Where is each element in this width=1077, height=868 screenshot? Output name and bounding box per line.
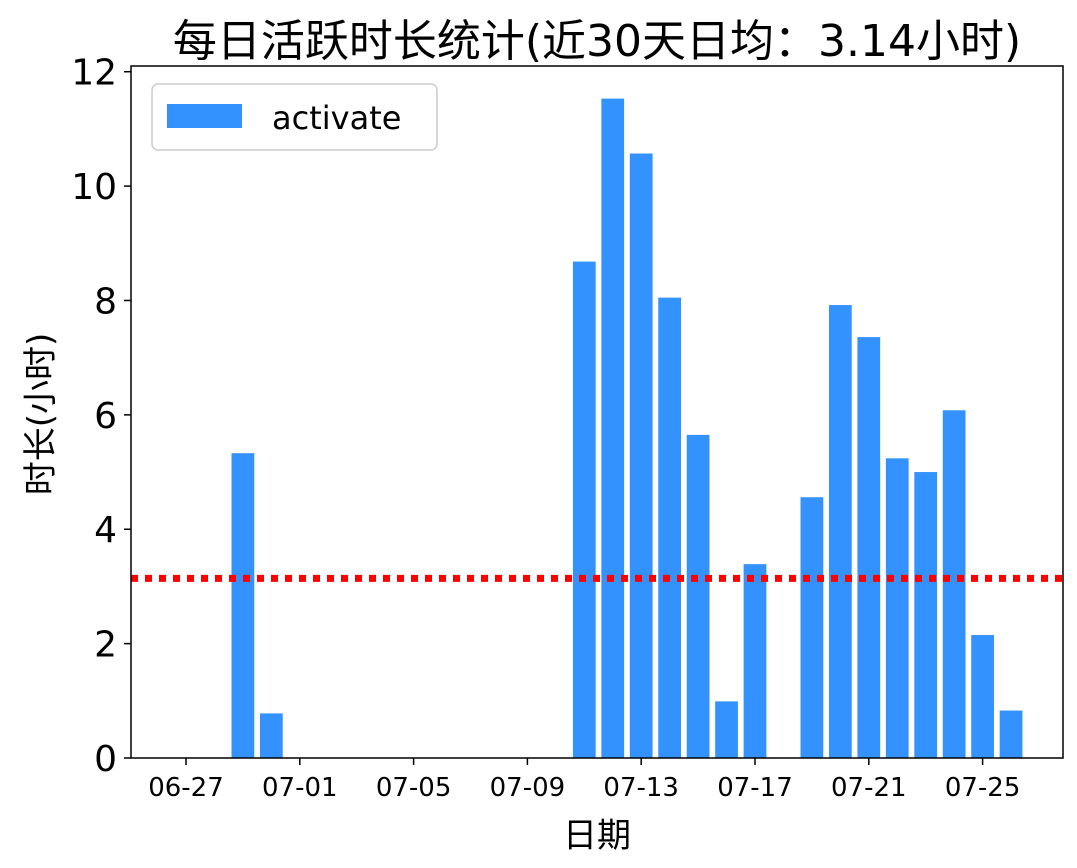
y-tick-label: 8 bbox=[94, 281, 117, 322]
legend: activate bbox=[151, 83, 438, 151]
x-axis-title: 日期 bbox=[563, 816, 631, 856]
y-tick-label: 6 bbox=[94, 396, 117, 437]
y-tick-label: 2 bbox=[94, 625, 117, 666]
x-tick-label: 07-09 bbox=[490, 773, 566, 803]
chart-title: 每日活跃时长统计(近30天日均：3.14小时) bbox=[173, 16, 1021, 67]
y-axis-title: 时长(小时) bbox=[21, 333, 61, 496]
bar-07-15 bbox=[686, 434, 710, 758]
bar-07-23 bbox=[914, 472, 938, 758]
plot-frame bbox=[130, 65, 1064, 759]
y-tick-label: 4 bbox=[94, 510, 117, 551]
bar-07-14 bbox=[658, 297, 682, 758]
bar-07-26 bbox=[999, 710, 1023, 758]
y-tick-label: 10 bbox=[71, 167, 117, 208]
bar-07-16 bbox=[715, 701, 738, 758]
legend-box bbox=[151, 83, 438, 151]
bar-07-22 bbox=[885, 458, 909, 758]
x-tick-label: 07-01 bbox=[262, 773, 338, 803]
bar-07-19 bbox=[800, 497, 824, 758]
x-tick-label: 07-17 bbox=[717, 773, 793, 803]
legend-label: activate bbox=[272, 99, 401, 137]
bars-group bbox=[231, 98, 1023, 759]
bar-07-25 bbox=[971, 635, 994, 758]
y-axis: 0 2 4 6 8 10 12 bbox=[71, 53, 131, 780]
bar-07-13 bbox=[629, 153, 653, 758]
bar-07-11 bbox=[572, 261, 596, 758]
bar-07-21 bbox=[857, 337, 881, 758]
bar-07-12 bbox=[601, 98, 625, 759]
x-tick-label: 07-05 bbox=[376, 773, 452, 803]
bar-07-24 bbox=[942, 410, 966, 758]
bar-07-20 bbox=[828, 305, 852, 758]
x-tick-label: 07-13 bbox=[603, 773, 679, 803]
x-tick-label: 06-27 bbox=[148, 773, 224, 803]
x-axis: 06-27 07-01 07-05 07-09 07-13 07-17 07-21 07-25 bbox=[148, 758, 1020, 803]
x-tick-label: 07-25 bbox=[945, 773, 1021, 803]
bar-06-29 bbox=[231, 453, 255, 758]
bar-06-30 bbox=[259, 713, 283, 758]
bar-07-17 bbox=[743, 564, 767, 758]
y-tick-label: 0 bbox=[94, 739, 117, 780]
y-tick-label: 12 bbox=[71, 53, 117, 94]
legend-swatch bbox=[167, 104, 242, 128]
x-tick-label: 07-21 bbox=[831, 773, 907, 803]
